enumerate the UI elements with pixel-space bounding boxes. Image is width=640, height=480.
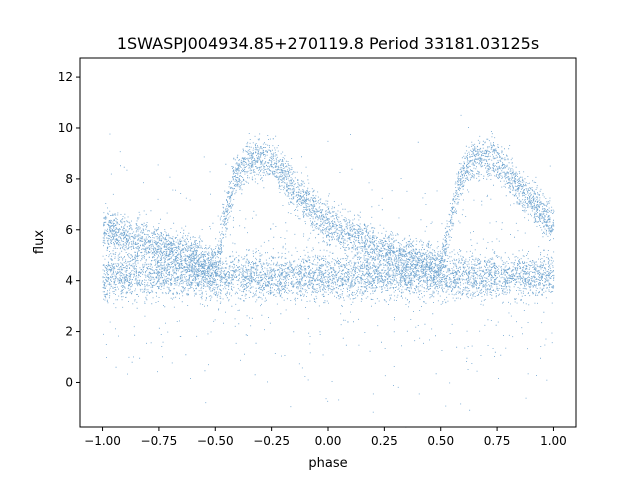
x-tick-label: 0.50 <box>427 434 454 448</box>
y-tick-label: 0 <box>65 375 73 389</box>
scatter-points <box>102 114 555 428</box>
y-axis-ticks: 0 2 4 6 8 10 12 <box>58 70 80 389</box>
x-tick-label: −0.25 <box>253 434 290 448</box>
x-tick-label: 0.25 <box>371 434 398 448</box>
x-tick-label: 1.00 <box>540 434 567 448</box>
x-axis-label: phase <box>308 456 347 471</box>
y-tick-label: 2 <box>65 325 73 339</box>
flux-point-cloud <box>102 114 555 428</box>
x-tick-label: −1.00 <box>84 434 121 448</box>
x-tick-label: 0.75 <box>484 434 511 448</box>
chart-title: 1SWASPJ004934.85+270119.8 Period 33181.0… <box>117 34 539 53</box>
y-tick-label: 10 <box>58 121 73 135</box>
y-tick-label: 8 <box>65 172 73 186</box>
x-tick-label: −0.50 <box>197 434 234 448</box>
x-tick-label: 0.00 <box>315 434 342 448</box>
y-axis-label: flux <box>32 230 47 254</box>
x-tick-label: −0.75 <box>141 434 178 448</box>
y-tick-label: 4 <box>65 274 73 288</box>
y-tick-label: 12 <box>58 70 73 84</box>
y-tick-label: 6 <box>65 223 73 237</box>
x-axis-ticks: −1.00 −0.75 −0.50 −0.25 0.00 0.25 0.50 0.75 1.00 <box>84 427 567 448</box>
